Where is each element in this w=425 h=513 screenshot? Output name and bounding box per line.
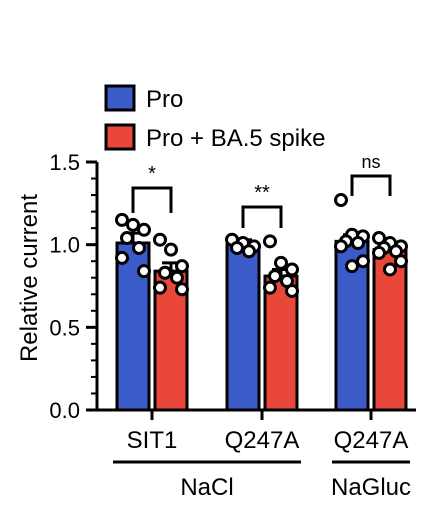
data-point — [394, 254, 408, 269]
data-point — [170, 270, 184, 285]
legend-label-pro-ba5-spike: Pro + BA.5 spike — [146, 125, 325, 152]
data-point — [230, 240, 244, 255]
y-tick-label: 0.5 — [49, 315, 80, 340]
data-point — [285, 283, 299, 298]
data-point — [345, 259, 359, 274]
significance-label: * — [148, 163, 156, 185]
data-point — [372, 245, 386, 260]
data-point — [263, 234, 277, 249]
y-axis-ticks: 0.0 0.5 1.0 1.5 — [49, 150, 97, 423]
legend-label-pro: Pro — [146, 86, 183, 113]
y-axis-label: Relative current — [16, 194, 43, 362]
data-point — [126, 217, 140, 232]
bar-pro-1 — [225, 243, 261, 412]
data-point — [175, 259, 189, 274]
data-point — [383, 262, 397, 277]
legend-swatch-pro-ba5-spike — [104, 123, 136, 151]
significance-bracket — [241, 205, 283, 228]
x-axis-labels: SIT1 Q247A Q247A — [127, 410, 409, 454]
data-point — [334, 193, 348, 208]
significance-label: ns — [361, 152, 380, 172]
data-point — [158, 265, 172, 280]
data-point — [268, 269, 282, 284]
x-tick-label: Q247A — [334, 427, 409, 454]
bars — [115, 231, 408, 412]
legend: Pro Pro + BA.5 spike — [104, 84, 325, 152]
data-point — [153, 280, 167, 295]
significance-bracket — [131, 186, 173, 213]
data-point — [115, 212, 129, 227]
data-point — [120, 231, 134, 246]
y-tick-label: 1.5 — [49, 150, 80, 175]
data-point — [115, 250, 129, 265]
x-tick-label: SIT1 — [127, 427, 178, 454]
data-points — [115, 193, 408, 298]
significance-brackets: ***ns — [131, 152, 392, 228]
data-point — [334, 239, 348, 254]
data-point — [356, 254, 370, 269]
data-point — [242, 244, 256, 259]
data-point — [285, 262, 299, 277]
data-point — [137, 264, 151, 279]
group-label: NaCl — [180, 474, 233, 501]
data-point — [137, 222, 151, 237]
data-point — [351, 236, 365, 251]
data-point — [164, 242, 178, 257]
data-point — [132, 240, 146, 255]
y-tick-label: 1.0 — [49, 233, 80, 258]
data-point — [175, 282, 189, 297]
group-label: NaGluc — [331, 474, 411, 501]
significance-bracket — [350, 174, 392, 196]
data-point — [153, 232, 167, 247]
group-labels: NaCl NaGluc — [113, 460, 411, 501]
y-tick-label: 0.0 — [49, 398, 80, 423]
data-point — [263, 280, 277, 295]
data-point — [274, 255, 288, 270]
legend-swatch-pro — [104, 84, 136, 112]
x-tick-label: Q247A — [225, 427, 300, 454]
significance-label: ** — [254, 182, 270, 204]
